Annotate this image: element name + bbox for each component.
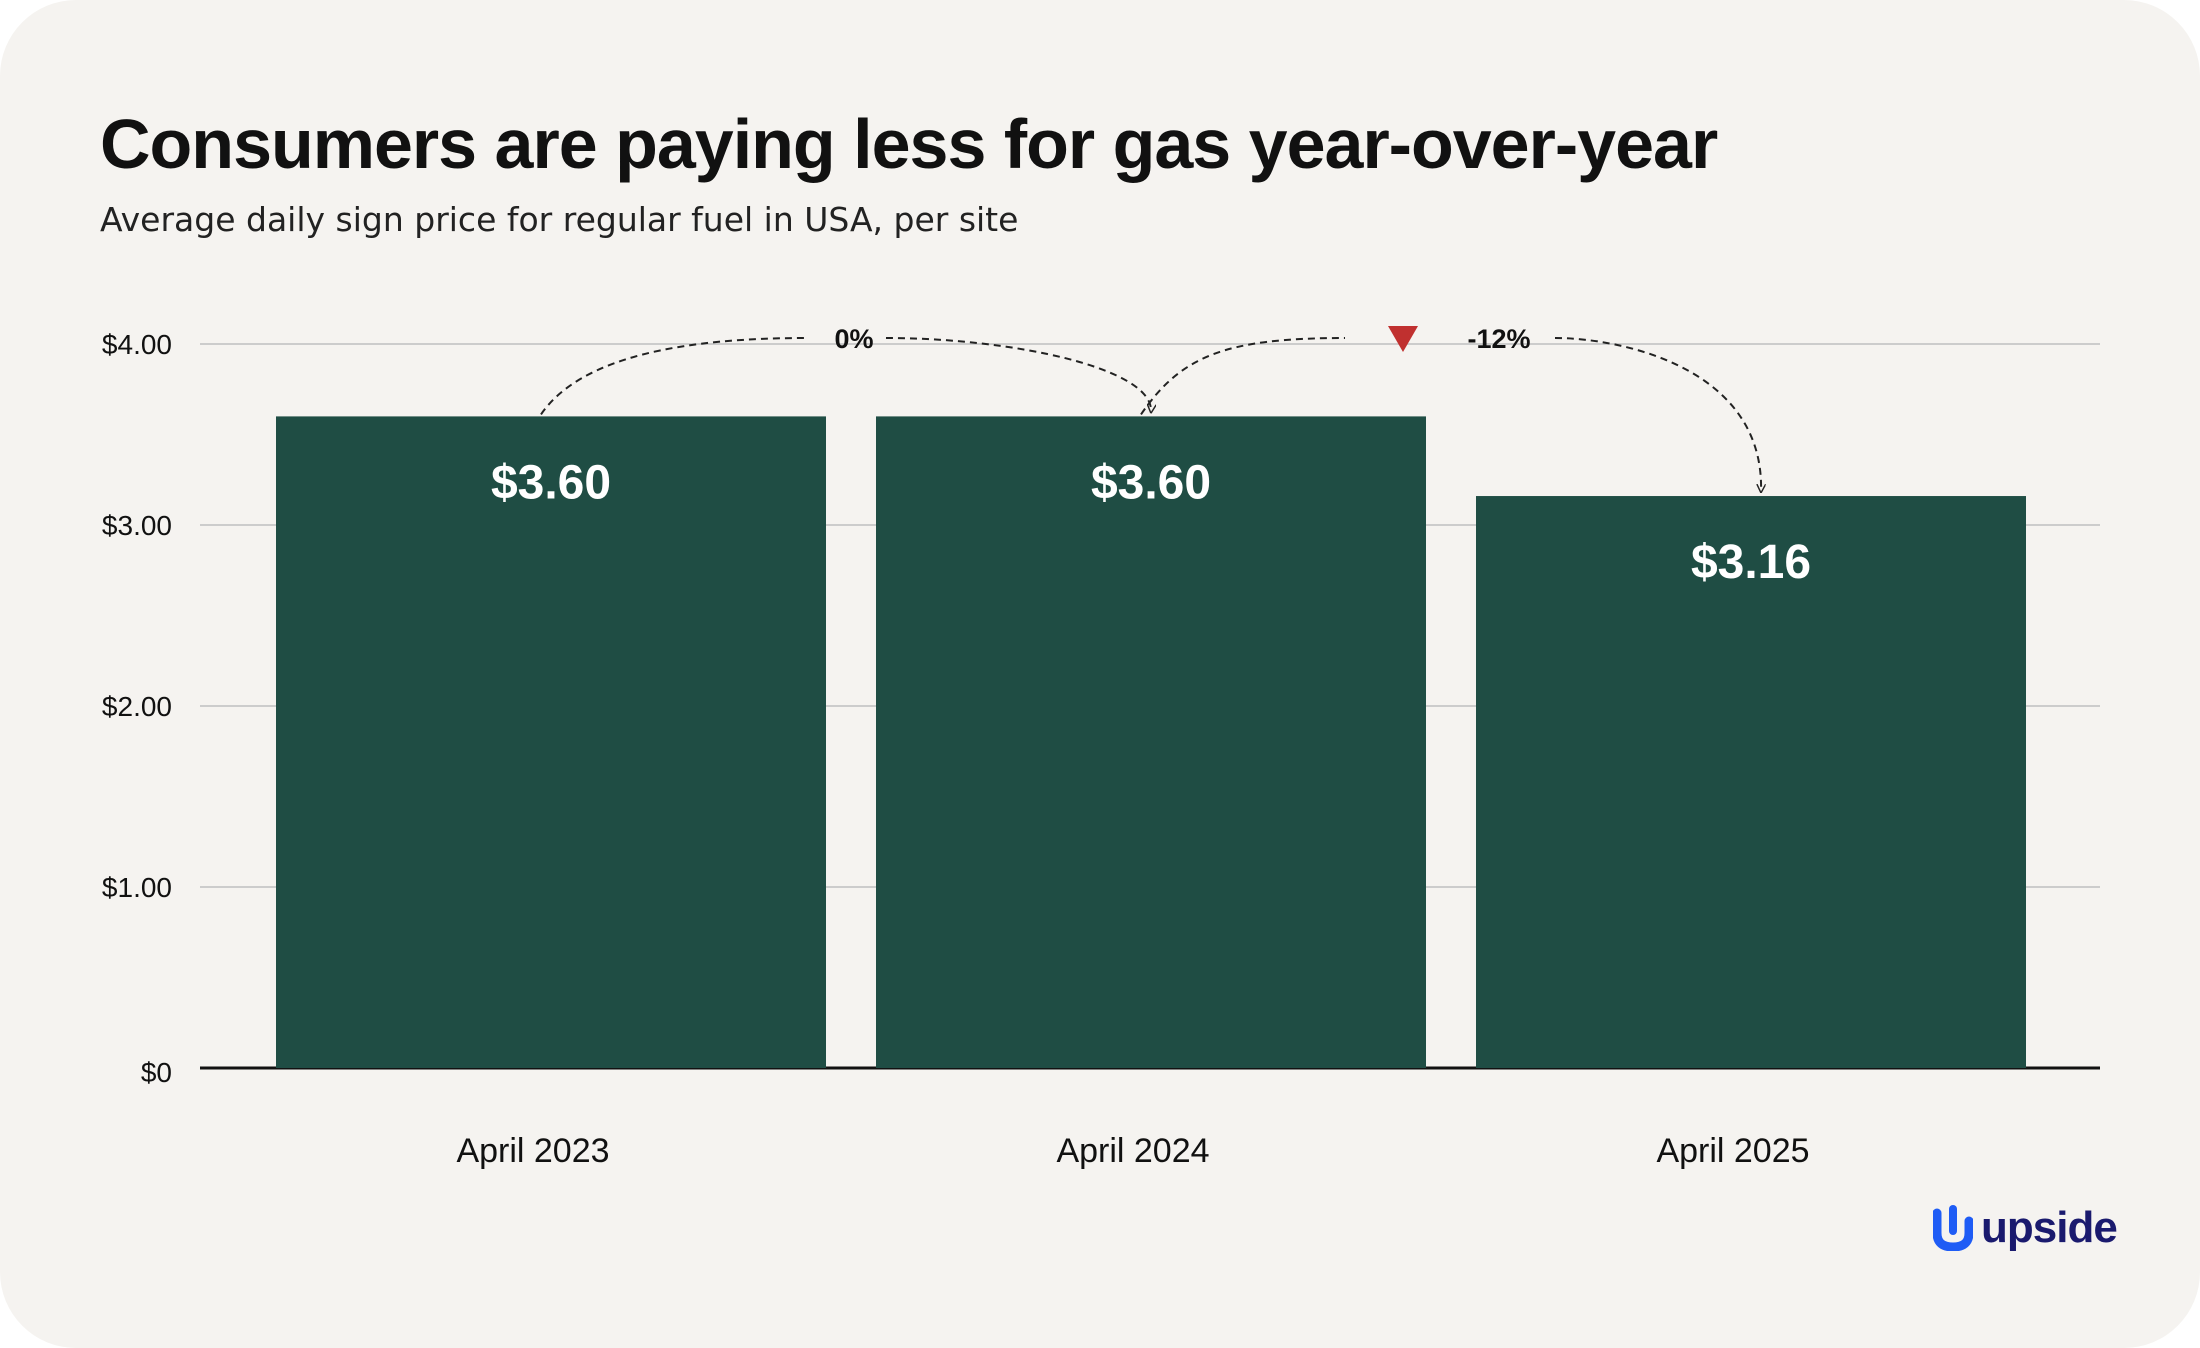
- upside-logo: upside: [1933, 1200, 2118, 1256]
- y-tick-label: $0: [141, 1057, 172, 1088]
- chart-subtitle: Average daily sign price for regular fue…: [100, 200, 1019, 239]
- change-label: 0%: [834, 324, 873, 354]
- change-arrow-path: [540, 337, 807, 415]
- y-tick-label: $3.00: [102, 510, 172, 541]
- change-arrow-path: [885, 337, 1151, 412]
- down-triangle-icon: [1388, 326, 1418, 352]
- upside-logo-icon: [1933, 1205, 1973, 1251]
- brand-name: upside: [1981, 1203, 2118, 1252]
- x-tick-label: April 2025: [1656, 1132, 1809, 1170]
- bar: [1476, 496, 2026, 1068]
- bar-value-label: $3.60: [491, 456, 611, 509]
- y-tick-label: $1.00: [102, 872, 172, 903]
- chart-title: Consumers are paying less for gas year-o…: [100, 105, 1718, 183]
- bar-value-label: $3.16: [1691, 536, 1811, 589]
- bar: [276, 416, 826, 1068]
- y-tick-label: $4.00: [102, 329, 172, 360]
- x-tick-label: April 2023: [456, 1132, 609, 1170]
- change-arrow-path: [1554, 337, 1761, 492]
- bar: [876, 416, 1426, 1068]
- bar-value-label: $3.60: [1091, 456, 1211, 509]
- change-label: -12%: [1467, 324, 1530, 354]
- y-tick-label: $2.00: [102, 691, 172, 722]
- x-tick-label: April 2024: [1056, 1132, 1209, 1170]
- change-arrow-path: [1140, 337, 1346, 415]
